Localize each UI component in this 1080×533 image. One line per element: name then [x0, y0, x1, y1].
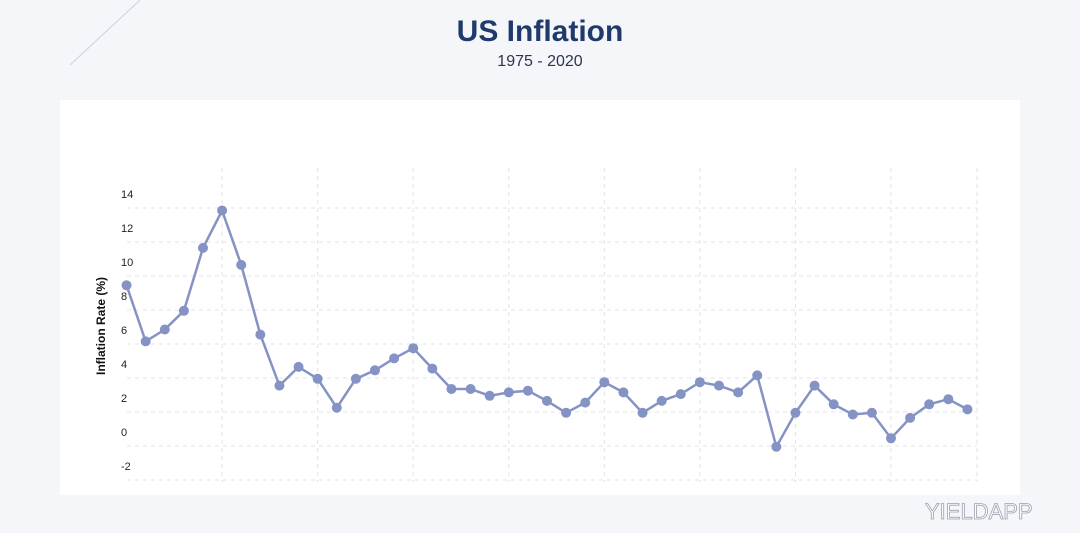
y-tick-label: 2 — [121, 393, 127, 405]
decor-line — [69, 0, 141, 66]
point — [255, 329, 266, 340]
point — [790, 407, 801, 418]
y-axis-label: Inflation Rate (%) — [94, 277, 108, 375]
point — [121, 280, 132, 291]
y-tick-label: -2 — [121, 461, 131, 473]
point — [866, 407, 877, 418]
y-tick-label: 0 — [121, 427, 127, 439]
y-tick-label: 4 — [121, 359, 127, 371]
y-tick-label: 14 — [121, 189, 133, 201]
point — [465, 384, 476, 394]
point — [714, 380, 724, 391]
point — [828, 399, 839, 410]
point — [675, 389, 686, 400]
point — [924, 399, 935, 410]
point — [752, 370, 763, 381]
point — [178, 305, 189, 316]
point — [580, 397, 591, 408]
point — [905, 412, 916, 423]
point — [236, 259, 247, 270]
point — [427, 363, 438, 374]
point — [542, 395, 552, 406]
point — [370, 365, 380, 376]
point — [274, 380, 285, 391]
chart-subtitle: 1975 - 2020 — [497, 53, 583, 70]
point — [159, 324, 170, 335]
point — [809, 380, 820, 391]
point — [771, 441, 782, 452]
point — [217, 205, 228, 216]
point — [350, 373, 361, 384]
point — [389, 353, 400, 364]
point — [694, 377, 705, 388]
y-tick-label: 8 — [121, 291, 127, 303]
point — [656, 395, 667, 406]
chart-card — [60, 100, 1020, 495]
point — [312, 373, 323, 384]
y-tick-label: 12 — [121, 223, 133, 235]
watermark: YIELDAPP — [925, 499, 1033, 524]
point — [484, 390, 495, 401]
point — [733, 387, 744, 398]
point — [561, 407, 572, 418]
point — [140, 336, 151, 347]
point — [503, 387, 514, 398]
y-tick-label: 10 — [121, 257, 133, 269]
point — [943, 394, 954, 405]
point — [446, 384, 457, 394]
y-tick-label: 6 — [121, 325, 127, 337]
point — [408, 343, 419, 354]
point — [637, 407, 648, 418]
point — [962, 404, 973, 415]
point — [599, 377, 610, 388]
chart-title: US Inflation — [457, 15, 624, 48]
point — [847, 409, 858, 420]
point — [293, 361, 304, 372]
point — [331, 402, 342, 413]
point — [886, 433, 896, 444]
point — [522, 385, 533, 396]
point — [618, 387, 629, 398]
point — [198, 242, 208, 253]
